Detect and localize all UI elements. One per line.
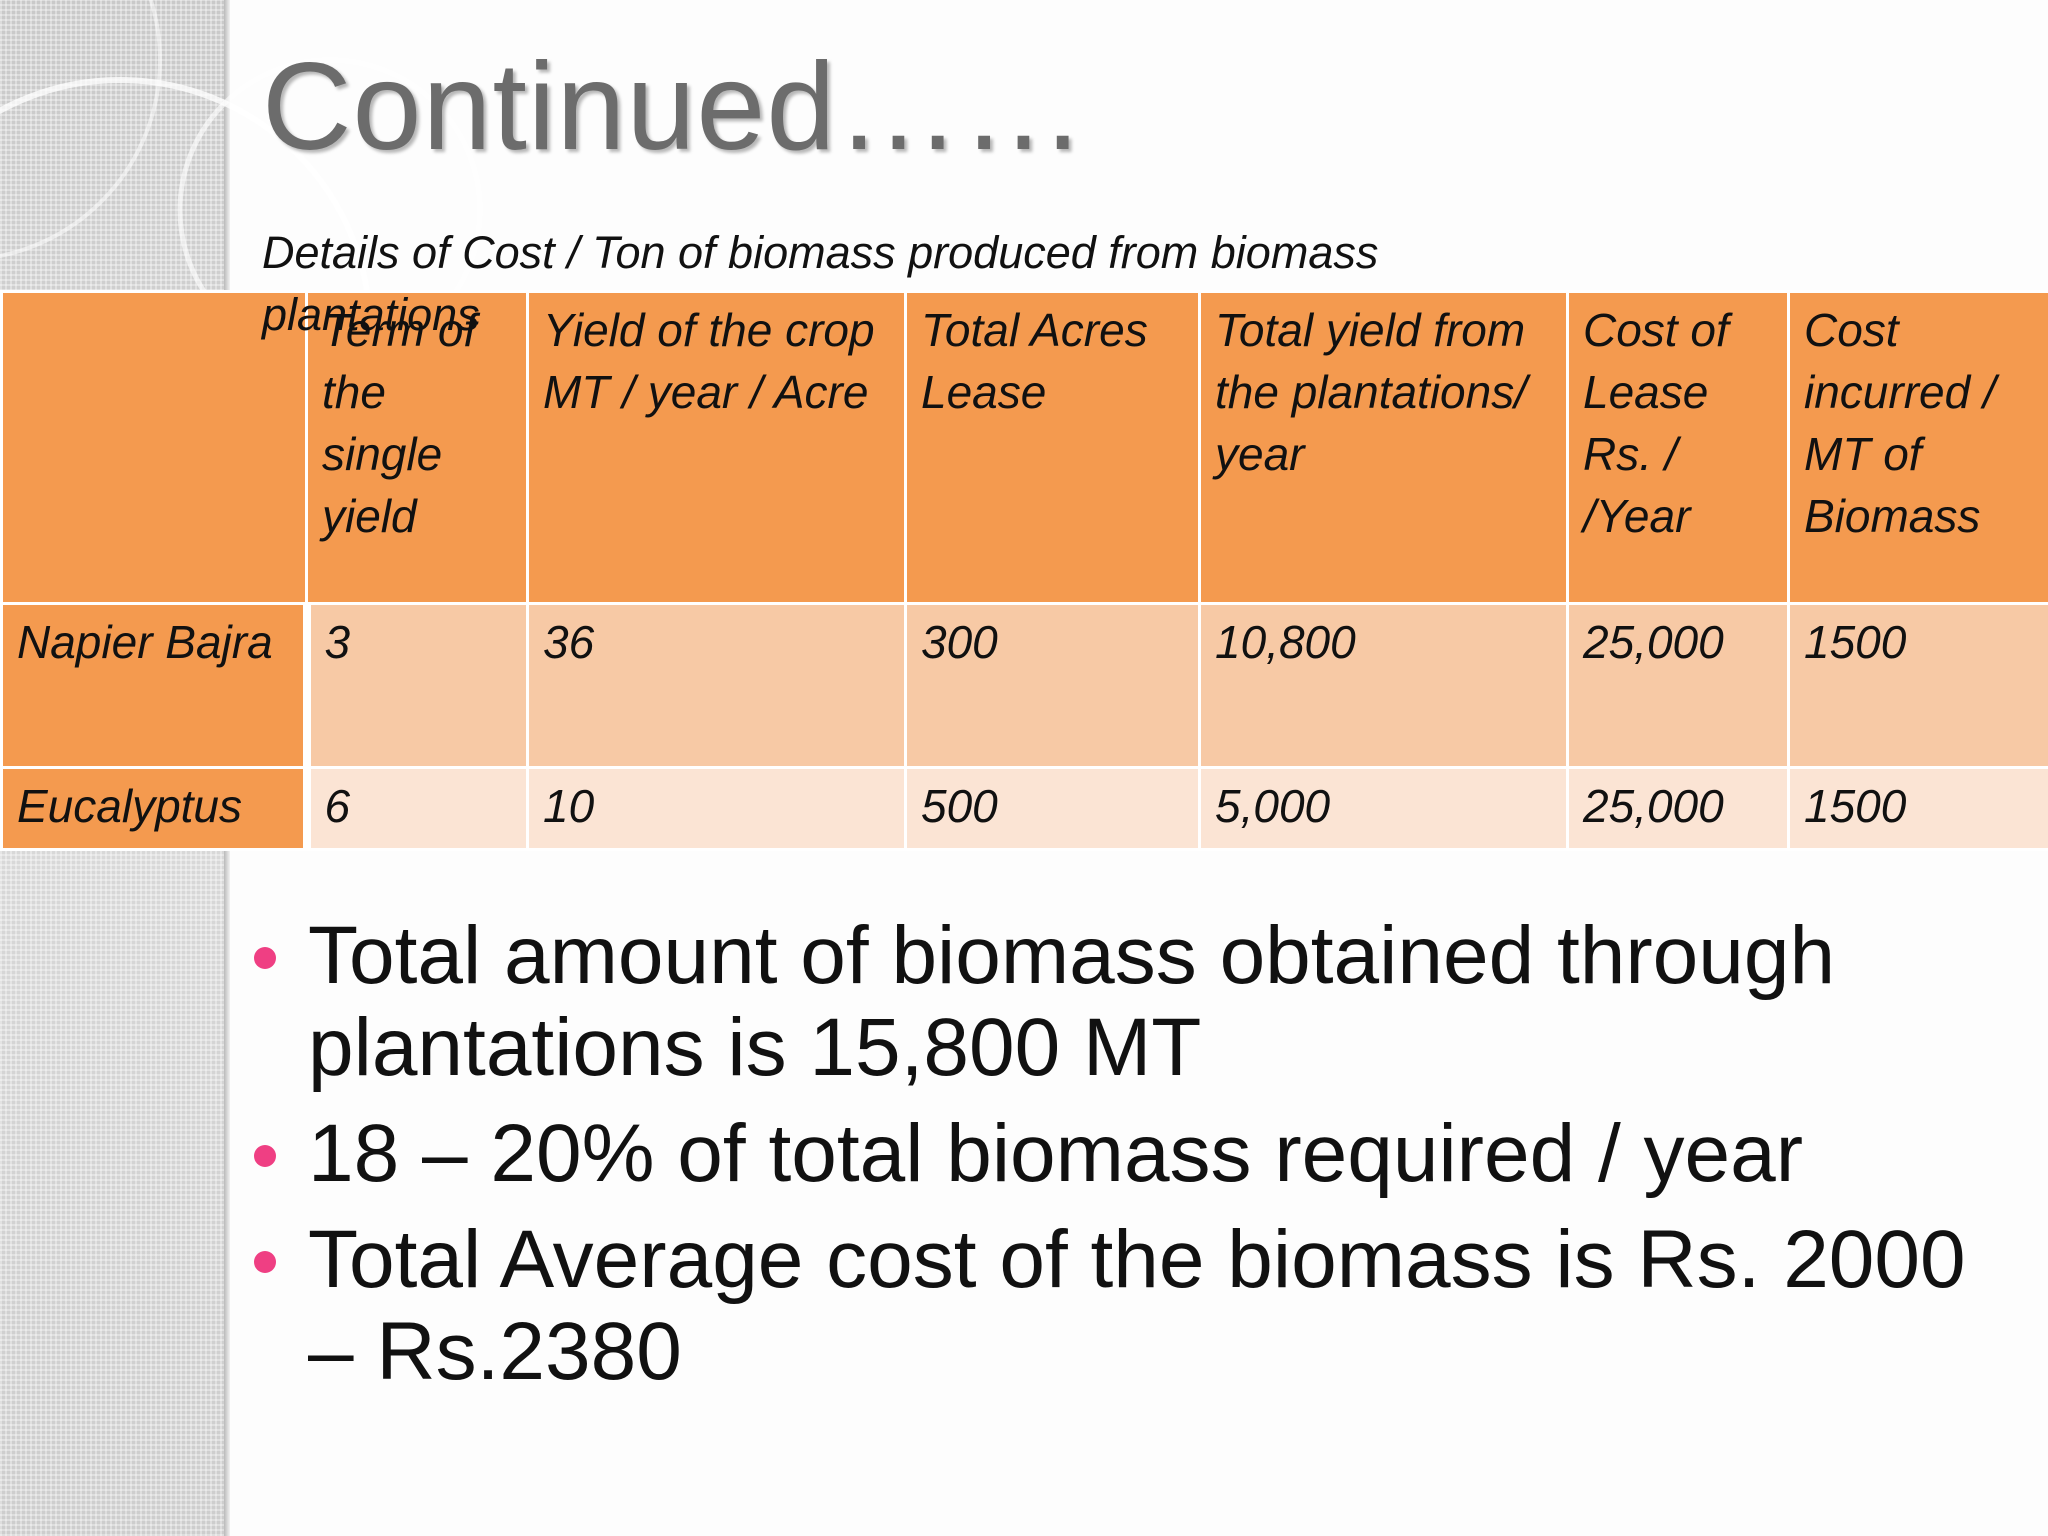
table-cell: 10 bbox=[526, 766, 907, 851]
bullet-item: 18 – 20% of total biomass required / yea… bbox=[242, 1108, 2022, 1200]
table-cell: 500 bbox=[904, 766, 1201, 851]
bullet-text: 18 – 20% of total biomass required / yea… bbox=[308, 1108, 1804, 1199]
table-row: Napier Bajra 3 36 300 10,800 25,000 1500 bbox=[0, 602, 2048, 769]
bullet-text: Total Average cost of the biomass is Rs.… bbox=[308, 1214, 1966, 1397]
header-lease-cost: Cost of Lease Rs. / /Year bbox=[1566, 290, 1790, 605]
row-label: Eucalyptus bbox=[0, 766, 311, 851]
table-row: Eucalyptus 6 10 500 5,000 25,000 1500 bbox=[0, 766, 2048, 851]
bullet-item: Total Average cost of the biomass is Rs.… bbox=[242, 1214, 2022, 1398]
header-total-yield: Total yield from the plantations/ year bbox=[1198, 290, 1569, 605]
table-cell: 300 bbox=[904, 602, 1201, 769]
table-cell: 25,000 bbox=[1566, 602, 1790, 769]
table-caption: Details of Cost / Ton of biomass produce… bbox=[262, 227, 1379, 340]
table-cell: 3 bbox=[305, 602, 529, 769]
table-cell: 1500 bbox=[1787, 766, 2048, 851]
bullet-dot-icon bbox=[254, 1145, 276, 1167]
table-cell: 10,800 bbox=[1198, 602, 1569, 769]
header-term: Term of the single yield bbox=[305, 290, 529, 605]
table-cell: 1500 bbox=[1787, 602, 2048, 769]
row-label: Napier Bajra bbox=[0, 602, 311, 769]
bullet-list: Total amount of biomass obtained through… bbox=[242, 910, 2022, 1412]
cost-table: Term of the single yield Yield of the cr… bbox=[0, 290, 2048, 851]
bullet-text: Total amount of biomass obtained through… bbox=[308, 910, 1836, 1093]
bullet-dot-icon bbox=[254, 947, 276, 969]
header-cost-per-mt: Cost incurred / MT of Biomass bbox=[1787, 290, 2048, 605]
bullet-dot-icon bbox=[254, 1251, 276, 1273]
table-cell: 6 bbox=[305, 766, 529, 851]
bullet-item: Total amount of biomass obtained through… bbox=[242, 910, 2022, 1094]
header-acres: Total Acres Lease bbox=[904, 290, 1201, 605]
table-header-row: Term of the single yield Yield of the cr… bbox=[0, 290, 2048, 605]
table-cell: 36 bbox=[526, 602, 907, 769]
header-yield: Yield of the crop MT / year / Acre bbox=[526, 290, 907, 605]
table-cell: 25,000 bbox=[1566, 766, 1790, 851]
slide-title: Continued…… bbox=[262, 38, 1087, 176]
header-cell-blank bbox=[0, 290, 308, 605]
table-cell: 5,000 bbox=[1198, 766, 1569, 851]
